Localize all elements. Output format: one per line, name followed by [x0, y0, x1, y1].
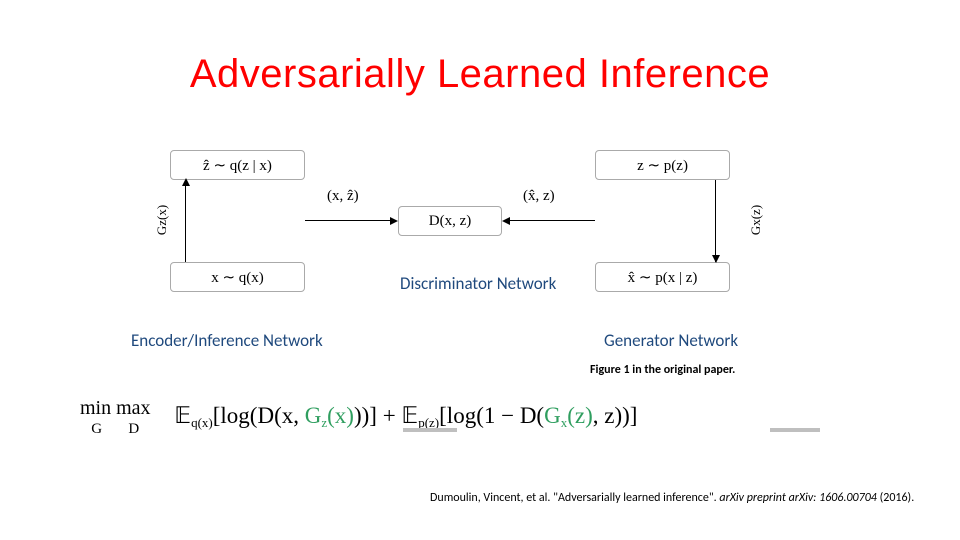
- underline-Gz: [403, 428, 457, 432]
- minmax-G: G: [91, 421, 102, 437]
- encoder-label: Encoder/Inference Network: [131, 330, 323, 351]
- box-x-hat: x̂ ∼ p(x | z): [595, 262, 730, 292]
- E1: 𝔼: [174, 403, 191, 428]
- arrow-left-vertical: [185, 180, 186, 262]
- pair-label-left: (x, ẑ): [327, 188, 359, 205]
- term1-open: [log(D(x,: [213, 403, 305, 428]
- E1-sub: q(x): [191, 415, 213, 430]
- citation-year: (2016).: [880, 491, 915, 505]
- Gx-2: Gx(z): [544, 403, 593, 428]
- objective-equation: min max G D 𝔼q(x)[log(D(x, Gz(x)))] + 𝔼p…: [80, 398, 637, 437]
- encoder-side-label: Gz(x): [154, 195, 170, 245]
- term1-close: ))] +: [354, 403, 401, 428]
- arrowhead-to-D-left: [390, 217, 398, 225]
- figure-caption: Figure 1 in the original paper.: [590, 363, 735, 377]
- arrow-left-horizontal: [305, 220, 393, 221]
- discriminator-label: Discriminator Network: [400, 273, 556, 294]
- arrow-right-horizontal: [507, 220, 595, 221]
- pair-label-right: (x̂, z): [523, 188, 555, 205]
- arrowhead-to-D-right: [502, 217, 510, 225]
- box-z-p: z ∼ p(z): [595, 150, 730, 180]
- Gz-1: Gz(x): [305, 403, 354, 428]
- generator-side-label: Gx(z): [748, 195, 764, 245]
- citation-journal: arXiv preprint arXiv: 1606.00704: [719, 491, 879, 505]
- term2-close: , z))]: [593, 403, 638, 428]
- citation: Dumoulin, Vincent, et al. "Adversarially…: [430, 491, 914, 505]
- minmax-operator: min max G D: [80, 398, 151, 437]
- minmax-D: D: [128, 421, 139, 437]
- minmax-bottom: G D: [80, 422, 151, 437]
- underline-Gx: [770, 428, 820, 432]
- minmax-top: min max: [80, 398, 151, 422]
- generator-label: Generator Network: [604, 330, 738, 351]
- arrowhead-right-down: [712, 255, 720, 263]
- box-z-hat: ẑ ∼ q(z | x): [170, 150, 305, 180]
- term2-open: [log(1 − D(: [439, 403, 544, 428]
- E2: 𝔼: [401, 403, 418, 428]
- slide-title: Adversarially Learned Inference: [0, 52, 960, 97]
- box-x-q: x ∼ q(x): [170, 262, 305, 292]
- arrow-right-vertical: [715, 180, 716, 262]
- citation-authors: Dumoulin, Vincent, et al. "Adversarially…: [430, 491, 719, 505]
- box-discriminator: D(x, z): [398, 206, 502, 236]
- arrowhead-left-up: [182, 178, 190, 186]
